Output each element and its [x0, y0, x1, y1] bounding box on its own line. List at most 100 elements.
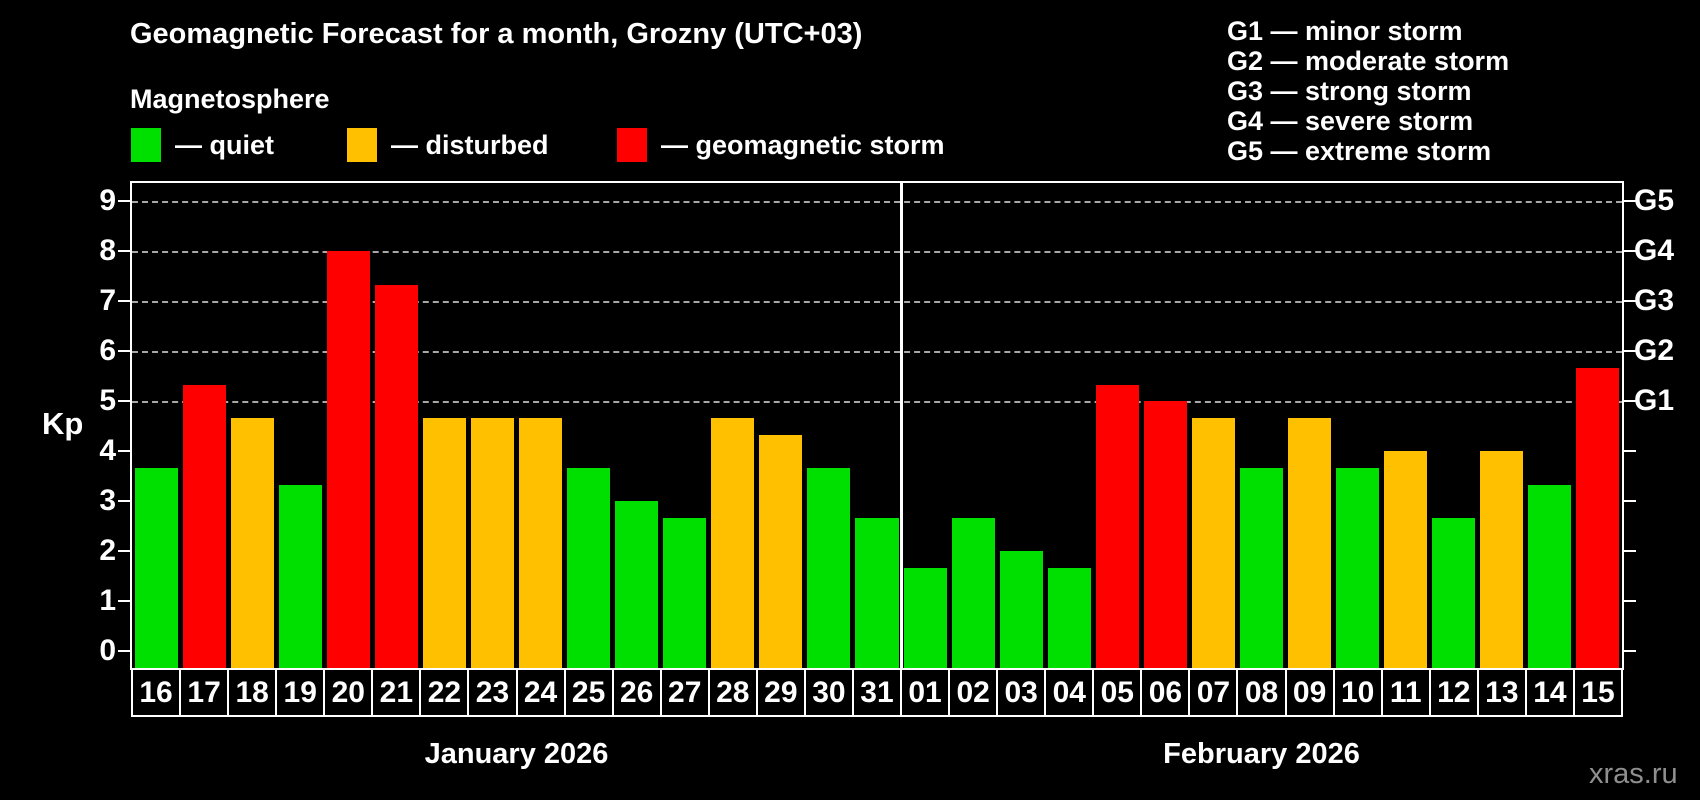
day-cell-03: 03	[996, 668, 1047, 717]
y-tick-label-9: 9	[99, 184, 116, 217]
day-cell-04: 04	[1044, 668, 1095, 717]
gridline-kp6	[132, 351, 1622, 353]
legend-swatch-storm-icon	[617, 128, 647, 162]
kp-bar-day-17	[182, 384, 226, 668]
day-cell-17: 17	[179, 668, 230, 717]
g-level-label-G5: G5	[1634, 184, 1675, 217]
kp-bar-day-29	[759, 434, 803, 668]
day-cell-23: 23	[467, 668, 518, 717]
kp-bar-day-24	[519, 417, 563, 668]
y-tick-right-3	[1622, 500, 1636, 502]
legend-label-storm: — geomagnetic storm	[661, 130, 945, 160]
day-cell-19: 19	[275, 668, 326, 717]
kp-bar-day-05	[1095, 384, 1139, 668]
day-cell-08: 08	[1236, 668, 1287, 717]
y-tick-left-2	[118, 550, 132, 552]
day-cell-31: 31	[851, 668, 903, 717]
day-cell-18: 18	[227, 668, 278, 717]
kp-bar-day-09	[1288, 417, 1332, 668]
y-tick-left-4	[118, 450, 132, 452]
day-cell-09: 09	[1284, 668, 1335, 717]
kp-bar-day-12	[1432, 517, 1476, 668]
legend-swatch-quiet-icon	[131, 128, 161, 162]
legend-label-disturbed: — disturbed	[391, 130, 549, 160]
y-tick-label-3: 3	[99, 484, 116, 517]
kp-bar-day-27	[663, 517, 707, 668]
storm-scale-line-2: G2 — moderate storm	[1227, 46, 1510, 76]
g-level-label-G4: G4	[1634, 234, 1675, 267]
month-label-1: January 2026	[424, 738, 609, 770]
kp-bar-day-07	[1191, 417, 1235, 668]
y-tick-right-9	[1622, 200, 1636, 202]
kp-bar-day-30	[807, 467, 851, 668]
y-tick-left-6	[118, 350, 132, 352]
legend-label-quiet: — quiet	[175, 130, 274, 160]
y-tick-label-0: 0	[99, 634, 116, 667]
y-tick-label-2: 2	[99, 534, 116, 567]
y-tick-left-1	[118, 600, 132, 602]
y-tick-right-7	[1622, 300, 1636, 302]
kp-bar-day-26	[615, 501, 659, 668]
kp-bar-day-25	[567, 467, 611, 668]
kp-bar-day-14	[1528, 484, 1572, 668]
kp-bar-day-22	[422, 417, 466, 668]
kp-bar-day-31	[855, 517, 899, 668]
kp-bar-day-19	[278, 484, 322, 668]
y-tick-left-5	[118, 400, 132, 402]
kp-bar-day-23	[470, 417, 514, 668]
kp-bar-day-13	[1480, 451, 1524, 668]
day-cell-26: 26	[611, 668, 662, 717]
day-cell-22: 22	[419, 668, 470, 717]
day-cell-02: 02	[948, 668, 999, 717]
kp-bar-day-01	[903, 567, 947, 668]
y-tick-right-5	[1622, 400, 1636, 402]
day-cell-01: 01	[900, 668, 951, 717]
y-tick-right-8	[1622, 250, 1636, 252]
plot-area	[130, 181, 1624, 670]
kp-bar-day-15	[1576, 367, 1620, 668]
day-cell-11: 11	[1380, 668, 1431, 717]
gridline-kp9	[132, 201, 1622, 203]
watermark: xras.ru	[1589, 758, 1678, 790]
day-cell-12: 12	[1428, 668, 1479, 717]
day-cell-29: 29	[755, 668, 806, 717]
day-cell-10: 10	[1332, 668, 1383, 717]
g-level-label-G2: G2	[1634, 334, 1675, 367]
chart-subtitle: Magnetosphere	[130, 84, 330, 114]
y-axis-label: Kp	[42, 406, 84, 441]
day-cell-20: 20	[323, 668, 374, 717]
month-separator	[899, 183, 903, 668]
g-level-label-G1: G1	[1634, 384, 1675, 417]
y-tick-left-8	[118, 250, 132, 252]
day-cell-15: 15	[1572, 668, 1623, 717]
y-tick-label-5: 5	[99, 384, 116, 417]
y-tick-right-0	[1622, 650, 1636, 652]
kp-bar-day-11	[1384, 451, 1428, 668]
kp-bar-day-08	[1239, 467, 1284, 668]
kp-bar-day-20	[326, 251, 370, 668]
y-tick-left-9	[118, 200, 132, 202]
storm-scale-line-5: G5 — extreme storm	[1227, 136, 1492, 166]
gridline-kp7	[132, 301, 1622, 303]
gridline-kp8	[132, 251, 1622, 253]
day-cell-14: 14	[1524, 668, 1575, 717]
day-cell-16: 16	[131, 668, 182, 717]
y-tick-label-1: 1	[99, 584, 116, 617]
kp-bar-day-16	[134, 467, 178, 668]
legend-swatch-disturbed-icon	[347, 128, 377, 162]
chart-title: Geomagnetic Forecast for a month, Grozny…	[130, 18, 863, 50]
y-tick-right-4	[1622, 450, 1636, 452]
day-cell-25: 25	[563, 668, 614, 717]
y-tick-right-2	[1622, 550, 1636, 552]
day-cell-21: 21	[371, 668, 422, 717]
day-cell-30: 30	[803, 668, 854, 717]
gridline-kp5	[132, 401, 1622, 403]
day-cell-24: 24	[515, 668, 566, 717]
day-cell-13: 13	[1476, 668, 1527, 717]
kp-bar-day-04	[1047, 567, 1091, 668]
day-cell-06: 06	[1140, 668, 1191, 717]
y-tick-right-6	[1622, 350, 1636, 352]
kp-bar-day-18	[230, 417, 274, 668]
storm-scale-line-1: G1 — minor storm	[1227, 16, 1463, 46]
storm-scale-line-3: G3 — strong storm	[1227, 76, 1472, 106]
